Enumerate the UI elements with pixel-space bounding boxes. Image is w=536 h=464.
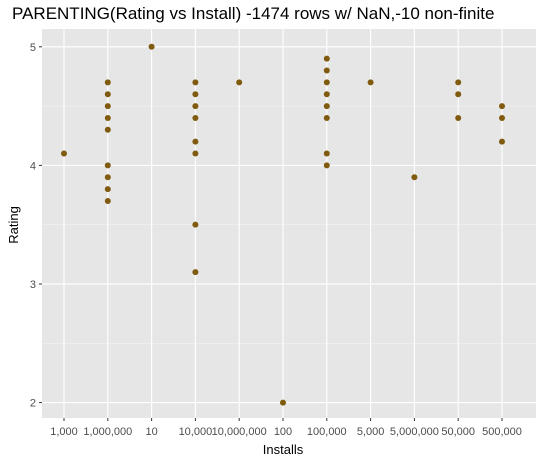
x-axis-title: Installs	[263, 442, 304, 457]
x-tick-label: 1,000	[50, 426, 78, 438]
data-point	[104, 126, 111, 133]
data-point	[323, 162, 330, 169]
data-point	[280, 399, 286, 406]
data-point	[192, 138, 199, 145]
data-point	[323, 103, 330, 110]
x-tick-label: 10,000	[179, 426, 213, 438]
y-axis-title: Rating	[6, 206, 21, 244]
y-tick-label: 3	[30, 279, 36, 291]
x-tick-label: 5,000	[357, 426, 385, 438]
data-point	[104, 174, 111, 181]
data-point	[323, 91, 330, 98]
x-tick-label: 100	[274, 426, 292, 438]
data-point	[104, 91, 111, 98]
data-point	[323, 55, 330, 62]
data-point	[367, 79, 374, 86]
data-point	[455, 79, 462, 86]
data-point	[192, 103, 199, 110]
x-tick-label: 1,000,000	[83, 426, 132, 438]
data-point	[148, 43, 155, 50]
y-tick-label: 5	[30, 42, 36, 54]
chart-title: PARENTING(Rating vs Install) -1474 rows …	[12, 4, 494, 23]
data-point	[104, 79, 111, 86]
data-point	[104, 114, 111, 121]
data-point	[323, 67, 330, 74]
data-point	[455, 91, 462, 98]
data-point	[192, 150, 199, 157]
data-point	[61, 150, 67, 157]
x-tick-label: 500,000	[482, 426, 522, 438]
x-tick-label: 10,000,000	[212, 426, 267, 438]
data-point	[104, 162, 111, 169]
y-tick-label: 2	[30, 398, 36, 410]
data-point	[499, 103, 505, 110]
scatter-points	[61, 43, 505, 406]
data-point	[323, 79, 330, 86]
y-axis-ticks: 2 3 4 5	[30, 42, 42, 410]
minor-gridlines	[42, 105, 536, 344]
x-tick-label: 10	[145, 426, 157, 438]
x-tick-label: 5,000,000	[390, 426, 439, 438]
data-point	[499, 114, 505, 121]
data-point	[192, 269, 199, 276]
data-point	[323, 114, 330, 121]
data-point	[104, 103, 111, 110]
data-point	[323, 150, 330, 157]
x-tick-label: 50,000	[441, 426, 475, 438]
data-point	[192, 114, 199, 121]
plot-panel	[42, 29, 536, 418]
x-tick-label: 100,000	[307, 426, 347, 438]
data-point	[236, 79, 243, 86]
data-point	[104, 186, 111, 193]
data-point	[192, 221, 199, 228]
data-point	[104, 197, 111, 204]
data-point	[455, 114, 462, 121]
y-tick-label: 4	[30, 160, 36, 172]
x-axis-ticks: 1,000 1,000,000 10 10,000 10,000,000 100 100,0…	[50, 418, 522, 438]
data-point	[192, 79, 199, 86]
data-point	[499, 138, 505, 145]
data-point	[411, 174, 418, 181]
data-point	[192, 91, 199, 98]
